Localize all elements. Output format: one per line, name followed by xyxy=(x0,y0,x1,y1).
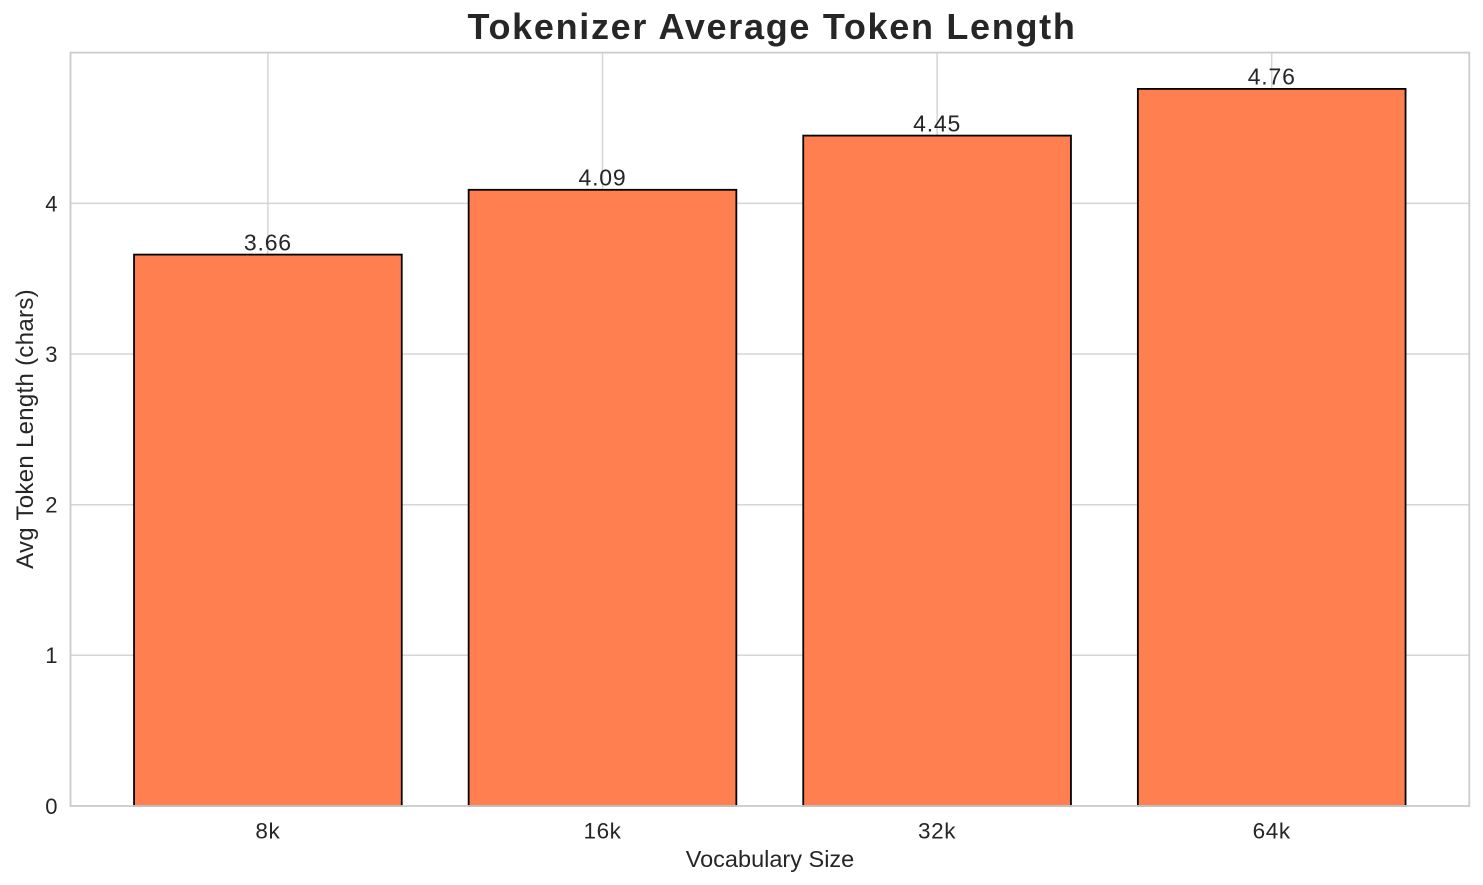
svg-text:16k: 16k xyxy=(583,819,621,844)
svg-text:4: 4 xyxy=(45,191,57,216)
svg-text:1: 1 xyxy=(45,643,57,668)
svg-text:4.09: 4.09 xyxy=(579,165,627,191)
svg-text:8k: 8k xyxy=(255,819,280,844)
svg-text:3.66: 3.66 xyxy=(244,229,292,255)
svg-text:Tokenizer Average Token Length: Tokenizer Average Token Length xyxy=(467,6,1076,47)
svg-text:2: 2 xyxy=(45,493,57,518)
svg-text:4.45: 4.45 xyxy=(913,110,961,136)
svg-text:64k: 64k xyxy=(1253,819,1291,844)
svg-text:32k: 32k xyxy=(918,819,956,844)
svg-text:4.76: 4.76 xyxy=(1248,64,1296,90)
svg-text:3: 3 xyxy=(45,342,57,367)
svg-text:Avg Token Length (chars): Avg Token Length (chars) xyxy=(12,289,39,569)
svg-text:0: 0 xyxy=(45,794,57,819)
svg-text:Vocabulary Size: Vocabulary Size xyxy=(686,846,855,872)
